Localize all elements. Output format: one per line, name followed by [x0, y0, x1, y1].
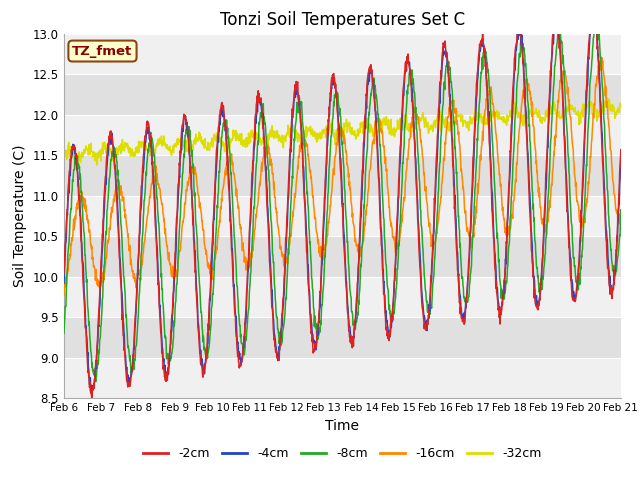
Bar — [64, 74, 621, 115]
Bar — [64, 196, 621, 236]
Y-axis label: Soil Temperature (C): Soil Temperature (C) — [13, 145, 28, 287]
Bar — [64, 115, 621, 155]
Title: Tonzi Soil Temperatures Set C: Tonzi Soil Temperatures Set C — [220, 11, 465, 29]
Bar — [64, 277, 621, 317]
Bar — [64, 155, 621, 196]
Bar — [64, 236, 621, 277]
Bar — [64, 358, 621, 398]
Bar — [64, 34, 621, 74]
Text: TZ_fmet: TZ_fmet — [72, 45, 132, 58]
Bar — [64, 317, 621, 358]
Legend: -2cm, -4cm, -8cm, -16cm, -32cm: -2cm, -4cm, -8cm, -16cm, -32cm — [138, 442, 547, 465]
X-axis label: Time: Time — [325, 419, 360, 433]
